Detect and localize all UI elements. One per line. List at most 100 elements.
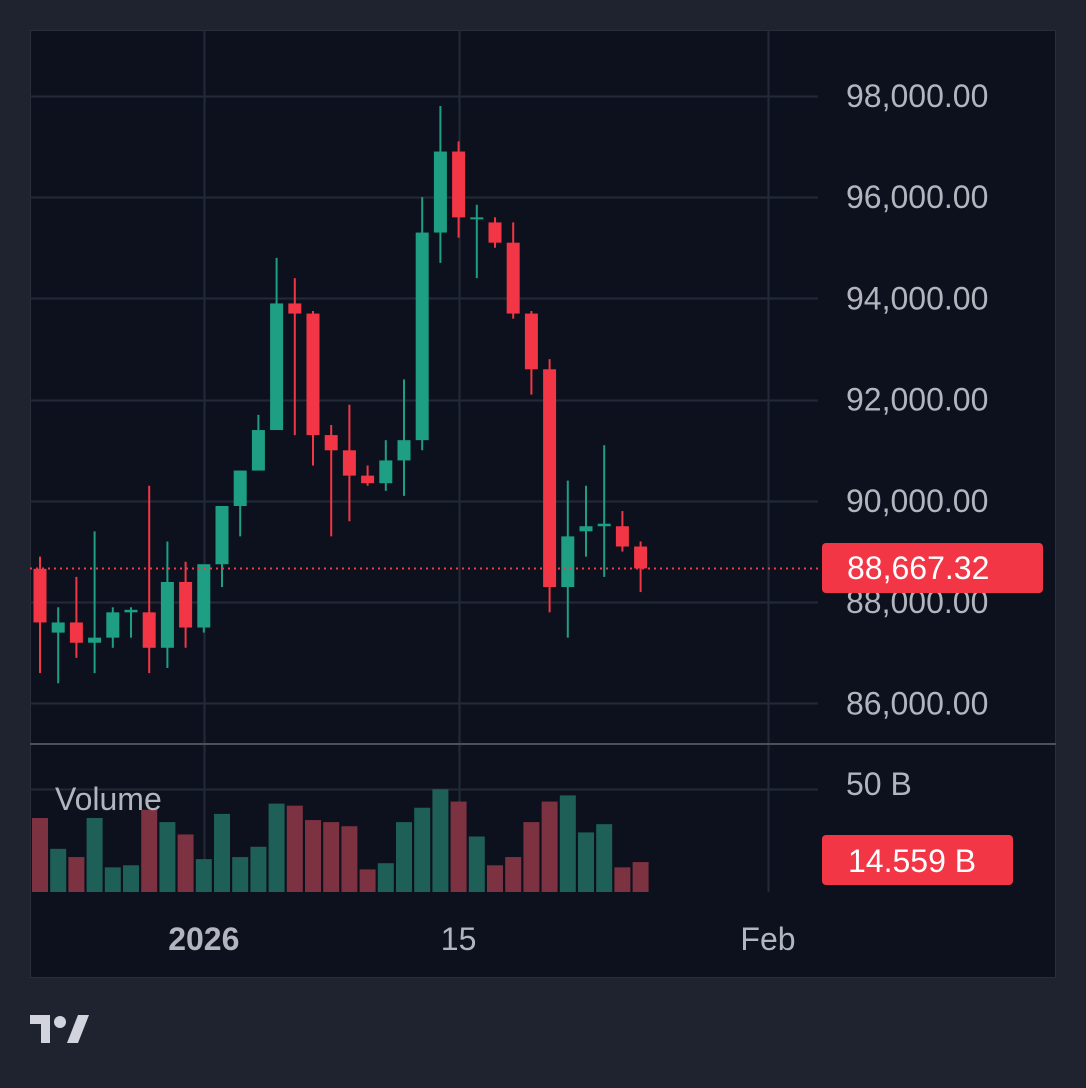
candle-body bbox=[433, 151, 447, 233]
time-tick-label: Feb bbox=[740, 921, 795, 957]
volume-bar bbox=[614, 867, 631, 892]
volume-bars bbox=[32, 789, 649, 892]
candle-body bbox=[288, 303, 302, 314]
candle-body bbox=[597, 523, 611, 527]
candle-body bbox=[142, 612, 156, 648]
candle[interactable] bbox=[197, 564, 211, 633]
volume-bar bbox=[450, 801, 467, 892]
volume-bar bbox=[268, 803, 285, 892]
volume-bar bbox=[141, 809, 158, 892]
candle[interactable] bbox=[524, 311, 538, 395]
candle[interactable] bbox=[634, 541, 648, 593]
price-axis[interactable]: 86,000.0088,000.0090,000.0092,000.0094,0… bbox=[846, 78, 988, 722]
volume-bar bbox=[232, 857, 249, 892]
volume-bar bbox=[177, 834, 194, 892]
candle[interactable] bbox=[488, 217, 502, 248]
volume-bar bbox=[286, 805, 303, 892]
candle[interactable] bbox=[88, 531, 102, 674]
volume-bar bbox=[414, 807, 431, 892]
candle[interactable] bbox=[470, 204, 484, 279]
candle-body bbox=[361, 475, 375, 484]
candle-body bbox=[615, 526, 629, 547]
candle[interactable] bbox=[270, 257, 284, 431]
candle[interactable] bbox=[106, 607, 120, 648]
volume-bar bbox=[559, 795, 576, 892]
candle[interactable] bbox=[33, 556, 47, 674]
candle[interactable] bbox=[361, 465, 375, 486]
candle-body bbox=[160, 581, 174, 648]
candle[interactable] bbox=[179, 561, 193, 648]
candle[interactable] bbox=[142, 485, 156, 674]
candle-body bbox=[106, 612, 120, 638]
price-tick-label: 90,000.00 bbox=[846, 483, 988, 519]
candle-body bbox=[415, 232, 429, 441]
tradingview-logo-icon bbox=[30, 1015, 89, 1043]
candle[interactable] bbox=[433, 105, 447, 263]
candle[interactable] bbox=[233, 470, 247, 537]
volume-legend-label: Volume bbox=[55, 781, 162, 817]
time-tick-label: 2026 bbox=[168, 921, 239, 957]
candle-body bbox=[324, 435, 338, 451]
candle[interactable] bbox=[69, 576, 83, 658]
candle[interactable] bbox=[306, 311, 320, 466]
candle[interactable] bbox=[597, 445, 611, 577]
price-tick-label: 98,000.00 bbox=[846, 78, 988, 114]
candle[interactable] bbox=[288, 278, 302, 436]
candle-body bbox=[51, 622, 65, 633]
candle[interactable] bbox=[251, 414, 265, 471]
candle[interactable] bbox=[324, 424, 338, 537]
volume-bar bbox=[432, 789, 449, 892]
volume-bar bbox=[305, 820, 321, 892]
tradingview-logo[interactable] bbox=[30, 1008, 102, 1048]
price-tick-label: 94,000.00 bbox=[846, 280, 988, 316]
volume-bar bbox=[505, 857, 522, 892]
candle[interactable] bbox=[452, 141, 466, 238]
volume-bar bbox=[632, 862, 649, 892]
volume-bar bbox=[50, 848, 67, 892]
candle[interactable] bbox=[561, 480, 575, 638]
candle[interactable] bbox=[379, 440, 393, 491]
candle[interactable] bbox=[51, 607, 65, 684]
candle-body bbox=[306, 313, 320, 436]
candle[interactable] bbox=[215, 506, 229, 588]
candle[interactable] bbox=[160, 541, 174, 669]
candle-body bbox=[197, 564, 211, 628]
price-tick-label: 92,000.00 bbox=[846, 382, 988, 418]
candle[interactable] bbox=[506, 222, 520, 319]
current-volume-label: 14.559 B bbox=[848, 843, 976, 879]
current-volume-tag: 14.559 B bbox=[822, 835, 1013, 885]
candle[interactable] bbox=[579, 485, 593, 557]
candle[interactable] bbox=[415, 197, 429, 451]
candle-body bbox=[270, 303, 284, 431]
volume-bar bbox=[123, 865, 139, 892]
candle-body bbox=[69, 622, 83, 643]
candle-body bbox=[179, 581, 193, 628]
candle[interactable] bbox=[543, 359, 557, 613]
candle[interactable] bbox=[397, 379, 411, 496]
volume-bar bbox=[195, 859, 212, 892]
volume-bar bbox=[32, 818, 48, 892]
volume-bar bbox=[541, 801, 558, 892]
volume-bar bbox=[250, 846, 267, 892]
candle[interactable] bbox=[124, 607, 138, 638]
time-axis[interactable]: 2026 15 Feb bbox=[168, 921, 795, 957]
candle[interactable] bbox=[342, 404, 356, 522]
candle-body bbox=[251, 430, 265, 471]
current-price-tag: 88,667.32 bbox=[822, 543, 1043, 593]
volume-bar bbox=[359, 869, 376, 892]
volume-bar bbox=[377, 863, 394, 892]
time-tick-label: 15 bbox=[441, 921, 477, 957]
candle-body bbox=[397, 440, 411, 461]
candle-body bbox=[33, 568, 47, 623]
price-tick-label: 96,000.00 bbox=[846, 179, 988, 215]
volume-bar bbox=[523, 822, 540, 892]
current-price-label: 88,667.32 bbox=[847, 550, 989, 586]
volume-bar bbox=[159, 822, 176, 892]
volume-bar bbox=[468, 836, 485, 892]
candle-body bbox=[124, 609, 138, 613]
candle[interactable] bbox=[615, 511, 629, 552]
candle-body bbox=[579, 526, 593, 532]
volume-bar bbox=[487, 865, 503, 892]
